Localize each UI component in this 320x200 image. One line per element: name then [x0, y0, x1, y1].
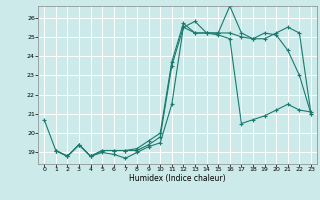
X-axis label: Humidex (Indice chaleur): Humidex (Indice chaleur): [129, 174, 226, 183]
